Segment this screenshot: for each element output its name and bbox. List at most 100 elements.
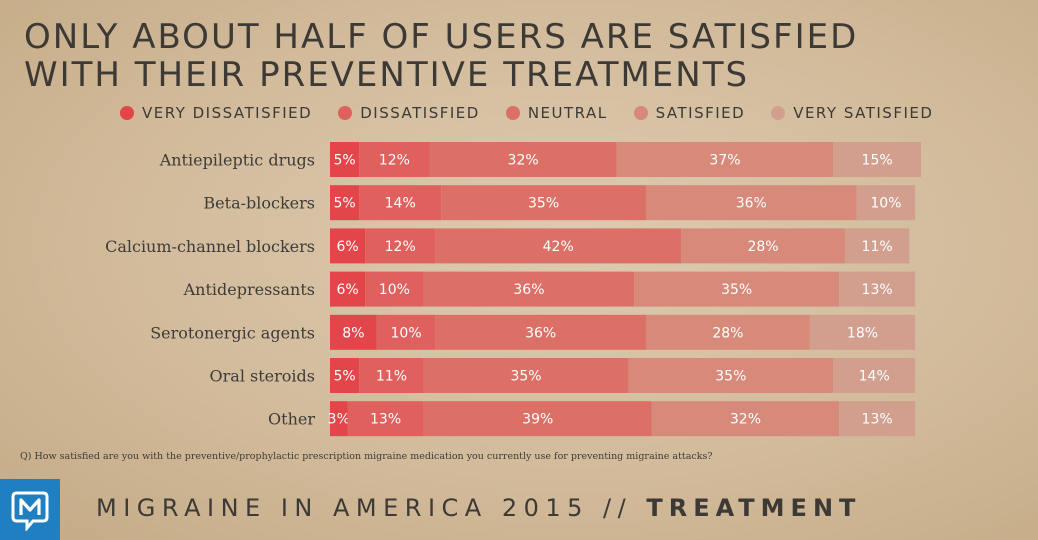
bar-segment-4-3 [645, 314, 810, 350]
bar-segment-5-2 [423, 358, 629, 393]
bar-segment-6-1 [347, 401, 424, 437]
bar-segment-0-1 [359, 142, 430, 177]
bar-value-label-5-3: 35% [715, 369, 746, 385]
bar-segment-1-0 [330, 185, 360, 221]
legend-item-0: VERY DISSATISFIED [120, 104, 312, 122]
bar-value-label-6-2: 39% [522, 412, 553, 428]
bar-segment-2-2 [435, 228, 682, 264]
legend-item-3: SATISFIED [633, 104, 746, 122]
bar-segment-1-2 [441, 185, 646, 221]
bar-segment-3-4 [839, 271, 916, 307]
legend-swatch-0 [120, 106, 134, 120]
bar-value-label-6-1: 13% [370, 412, 401, 428]
category-label-2: Calcium-channel blockers [105, 237, 315, 256]
category-label-5: Oral steroids [210, 367, 315, 386]
footer-banner: MIGRAINE IN AMERICA 2015 // TREATMENT [96, 494, 861, 522]
legend-item-1: DISSATISFIED [338, 104, 480, 122]
legend-label-4: VERY SATISFIED [793, 104, 934, 122]
m-chat-bubble-logo [0, 479, 60, 540]
bar-segment-2-1 [365, 228, 436, 264]
bar-value-label-4-2: 36% [525, 325, 556, 341]
bar-segment-3-0 [330, 271, 366, 307]
bar-value-label-0-1: 12% [379, 153, 410, 169]
bar-value-label-2-2: 42% [543, 239, 574, 255]
bar-value-label-2-4: 11% [862, 239, 893, 255]
bar-value-label-1-1: 14% [385, 196, 416, 212]
category-label-1: Beta-blockers [203, 194, 315, 213]
bar-segment-6-3 [651, 401, 840, 437]
bar-value-label-1-0: 5% [334, 196, 356, 212]
bar-value-label-5-4: 14% [859, 369, 890, 385]
category-label-0: Antiepileptic drugs [159, 151, 315, 170]
bar-value-label-1-3: 36% [736, 196, 767, 212]
bar-segment-0-2 [429, 142, 617, 177]
bar-segment-3-1 [365, 271, 424, 307]
bar-segment-0-4 [833, 142, 921, 177]
bar-value-label-5-1: 11% [376, 369, 407, 385]
bar-value-label-3-4: 13% [862, 282, 893, 298]
bar-segment-5-3 [628, 358, 834, 393]
bar-segment-6-2 [423, 401, 652, 437]
bar-segment-6-4 [839, 401, 916, 437]
bar-value-label-2-3: 28% [747, 239, 778, 255]
legend-label-1: DISSATISFIED [360, 104, 480, 122]
bar-value-label-3-1: 10% [379, 282, 410, 298]
bar-segment-4-4 [809, 314, 916, 350]
bar-segment-2-0 [330, 228, 366, 264]
bar-segment-0-3 [616, 142, 834, 177]
legend-swatch-1 [338, 106, 353, 120]
bar-value-label-2-0: 6% [336, 239, 358, 255]
footer-section: TREATMENT [646, 494, 862, 522]
bar-segment-1-4 [856, 185, 916, 221]
legend-label-3: SATISFIED [655, 104, 746, 122]
bar-value-label-2-1: 12% [385, 239, 416, 255]
legend-label-2: NEUTRAL [527, 104, 608, 122]
bar-value-label-3-3: 35% [721, 282, 752, 298]
bar-value-label-4-0: 8% [342, 325, 364, 341]
bar-value-label-0-2: 32% [508, 153, 539, 169]
legend-item-2: NEUTRAL [505, 104, 608, 122]
survey-question: Q) How satisfied are you with the preven… [20, 451, 713, 462]
legend-swatch-2 [505, 106, 520, 120]
bar-segment-4-1 [376, 314, 436, 350]
bar-segment-1-1 [359, 185, 442, 221]
footer-prefix: MIGRAINE IN AMERICA 2015 // [96, 494, 647, 522]
bar-value-label-4-4: 18% [847, 325, 878, 341]
bar-value-label-0-0: 5% [334, 153, 356, 169]
legend-swatch-4 [771, 106, 786, 120]
chart-title-line-1: ONLY ABOUT HALF OF USERS ARE SATISFIED [24, 17, 859, 57]
bar-value-label-0-4: 15% [862, 153, 893, 169]
bar-segment-4-0 [330, 314, 377, 350]
bar-segment-2-4 [844, 228, 910, 264]
chart-title: ONLY ABOUT HALF OF USERS ARE SATISFIED W… [24, 18, 1014, 94]
bar-value-label-6-3: 32% [730, 412, 761, 428]
bar-segment-5-1 [359, 358, 424, 393]
legend-swatch-3 [633, 106, 648, 120]
bar-value-label-4-3: 28% [712, 325, 743, 341]
bar-value-label-4-1: 10% [391, 325, 422, 341]
bar-segment-3-2 [423, 271, 635, 307]
bar-segment-1-3 [645, 185, 857, 221]
bar-segment-3-3 [634, 271, 840, 307]
bar-segment-6-0 [330, 401, 348, 437]
category-label-4: Serotonergic agents [150, 323, 315, 342]
bar-value-label-1-4: 10% [870, 196, 901, 212]
bar-segment-5-0 [330, 358, 360, 393]
bar-value-label-0-3: 37% [709, 153, 740, 169]
legend-item-4: VERY SATISFIED [771, 104, 933, 122]
category-label-6: Other [268, 410, 315, 429]
legend-label-0: VERY DISSATISFIED [142, 104, 313, 122]
bar-value-label-3-2: 36% [513, 282, 544, 298]
bar-value-label-1-2: 35% [528, 196, 559, 212]
bar-value-label-6-4: 13% [862, 412, 893, 428]
bar-value-label-3-0: 6% [336, 282, 358, 298]
bar-value-label-5-2: 35% [510, 369, 541, 385]
bar-value-label-6-0: 3% [328, 412, 350, 428]
m-logo-icon [11, 491, 49, 531]
bar-segment-4-2 [435, 314, 646, 350]
bar-segment-5-4 [833, 358, 916, 393]
bar-value-label-5-0: 5% [334, 369, 356, 385]
chart-legend: VERY DISSATISFIED DISSATISFIED NEUTRAL SATI… [120, 104, 933, 122]
bar-segment-2-3 [681, 228, 845, 264]
category-label-3: Antidepressants [183, 280, 315, 299]
